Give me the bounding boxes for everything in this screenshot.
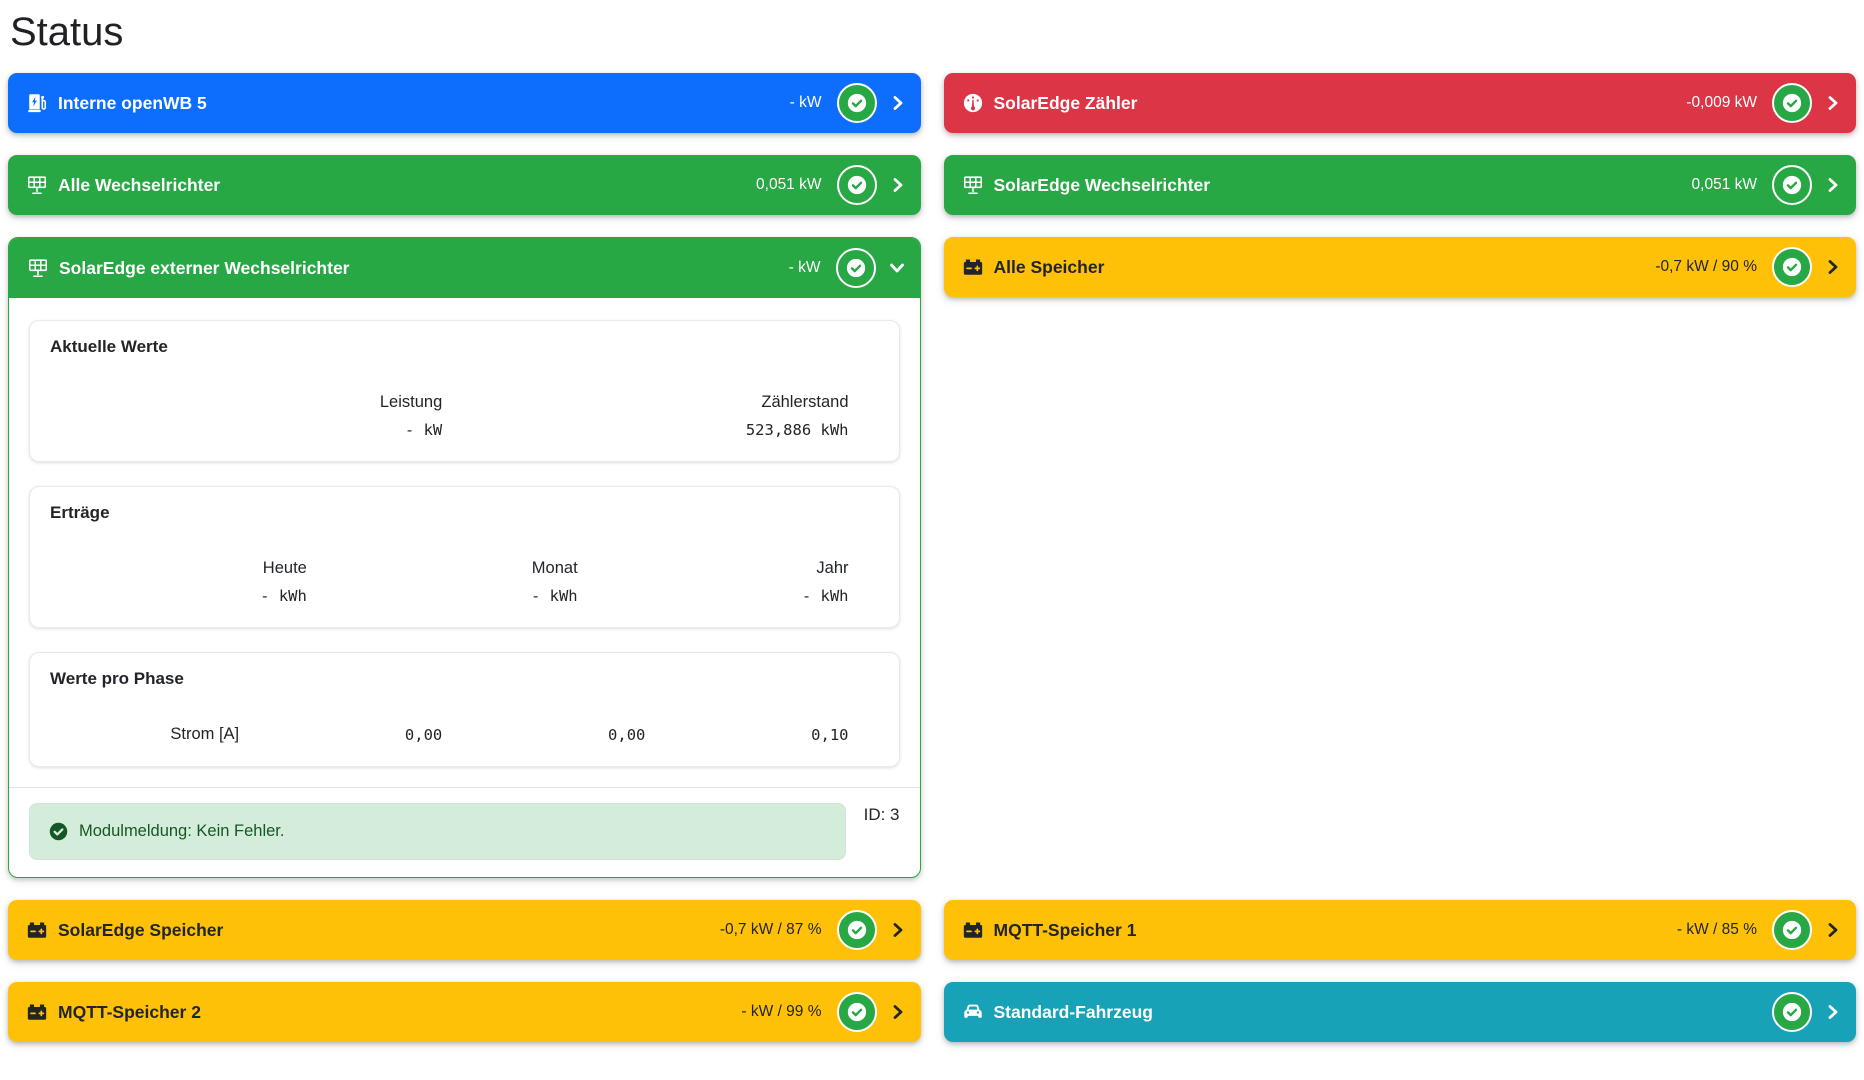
bar-title: Interne openWB 5 <box>58 92 207 113</box>
chevron-right-icon <box>1825 95 1841 111</box>
bar-title: Standard-Fahrzeug <box>993 1001 1153 1022</box>
strom-label: Strom [A] <box>170 725 240 743</box>
zaehlerstand-label: Zählerstand <box>761 393 849 411</box>
bar-title: Alle Speicher <box>993 256 1105 277</box>
section-aktuelle-werte: Aktuelle Werte Leistung Zählerstand - kW… <box>29 320 900 462</box>
status-ok-badge <box>1772 247 1812 287</box>
status-bar-solaredge-zaehler[interactable]: SolarEdge Zähler -0,009 kW <box>943 73 1856 133</box>
chevron-right-icon <box>890 177 906 193</box>
car-battery-icon <box>962 256 984 278</box>
solar-panel-icon <box>27 257 49 279</box>
status-ok-badge <box>1772 165 1812 205</box>
chevron-right-icon <box>890 922 906 938</box>
status-ok-badge <box>1772 910 1812 950</box>
leistung-label: Leistung <box>379 393 443 411</box>
car-battery-icon <box>962 919 984 941</box>
gauge-icon <box>962 92 984 114</box>
jahr-value: - kWh <box>801 587 849 605</box>
solar-panel-icon <box>26 174 48 196</box>
chevron-right-icon <box>1825 259 1841 275</box>
bar-title: MQTT-Speicher 1 <box>993 919 1137 940</box>
status-ok-badge <box>836 992 877 1032</box>
status-bar-solaredge-externer-wechselrichter[interactable]: SolarEdge externer Wechselrichter - kW <box>9 238 920 298</box>
status-ok-badge <box>1772 992 1812 1032</box>
bar-title: SolarEdge Zähler <box>993 92 1138 113</box>
section-heading: Werte pro Phase <box>50 669 184 688</box>
car-icon <box>962 1001 984 1023</box>
check-circle-icon <box>48 821 69 842</box>
section-heading: Erträge <box>50 503 110 522</box>
expanded-card-body: Aktuelle Werte Leistung Zählerstand - kW… <box>9 298 920 787</box>
solar-panel-icon <box>962 174 984 196</box>
status-bar-interne-openwb[interactable]: Interne openWB 5 - kW <box>8 73 921 133</box>
car-battery-icon <box>26 919 48 941</box>
status-bar-mqtt-speicher-2[interactable]: MQTT-Speicher 2 - kW / 99 % <box>8 982 921 1042</box>
monat-label: Monat <box>531 559 578 577</box>
module-message-alert: Modulmeldung: Kein Fehler. <box>29 803 846 860</box>
bar-value: - kW <box>789 94 822 111</box>
bar-title: MQTT-Speicher 2 <box>58 1001 201 1022</box>
status-bar-standard-fahrzeug[interactable]: Standard-Fahrzeug <box>943 982 1856 1042</box>
bar-value: -0,7 kW / 87 % <box>719 921 822 938</box>
chevron-right-icon <box>1825 922 1841 938</box>
bar-value: - kW / 99 % <box>741 1003 822 1020</box>
bar-title: SolarEdge externer Wechselrichter <box>59 257 350 278</box>
status-ok-badge <box>835 248 876 288</box>
section-ertraege: Erträge Heute Monat Jahr - kWh - kWh - k… <box>29 486 900 628</box>
heute-value: - kWh <box>260 587 307 605</box>
bar-value: 0,051 kW <box>1691 176 1757 193</box>
status-grid: Interne openWB 5 - kW SolarEdge Zähler -… <box>8 73 1856 1042</box>
zaehlerstand-value: 523,886 kWh <box>745 421 849 439</box>
page-title: Status <box>10 10 124 54</box>
chevron-right-icon <box>1825 1004 1841 1020</box>
status-bar-alle-wechselrichter[interactable]: Alle Wechselrichter 0,051 kW <box>8 155 921 215</box>
status-bar-mqtt-speicher-1[interactable]: MQTT-Speicher 1 - kW / 85 % <box>943 900 1856 960</box>
bar-title: SolarEdge Wechselrichter <box>993 174 1211 195</box>
section-heading: Aktuelle Werte <box>50 337 168 356</box>
phase1-value: 0,00 <box>404 725 443 744</box>
leistung-value: - kW <box>404 421 443 439</box>
charging-station-icon <box>26 92 48 114</box>
expanded-card-solaredge-externer-wechselrichter: SolarEdge externer Wechselrichter - kW A… <box>8 237 921 878</box>
component-id: ID: 3 <box>863 805 900 824</box>
bar-value: -0,009 kW <box>1686 94 1757 111</box>
section-werte-pro-phase: Werte pro Phase Strom [A] 0,00 0,00 0,10 <box>29 652 900 767</box>
chevron-right-icon <box>1825 177 1841 193</box>
status-ok-badge <box>836 165 877 205</box>
bar-value: 0,051 kW <box>756 176 822 193</box>
jahr-label: Jahr <box>816 559 849 577</box>
bar-title: SolarEdge Speicher <box>58 919 224 940</box>
chevron-right-icon <box>890 1004 906 1020</box>
expanded-card-footer: Modulmeldung: Kein Fehler. ID: 3 <box>9 787 920 877</box>
module-message-text: Modulmeldung: Kein Fehler. <box>79 822 285 840</box>
bar-title: Alle Wechselrichter <box>58 174 221 195</box>
monat-value: - kWh <box>530 587 578 605</box>
bar-value: - kW / 85 % <box>1676 921 1757 938</box>
status-bar-alle-speicher[interactable]: Alle Speicher -0,7 kW / 90 % <box>943 237 1856 297</box>
status-ok-badge <box>836 910 877 950</box>
chevron-right-icon <box>890 95 906 111</box>
status-bar-solaredge-wechselrichter[interactable]: SolarEdge Wechselrichter 0,051 kW <box>943 155 1856 215</box>
phase3-value: 0,10 <box>811 725 849 744</box>
bar-value: - kW <box>788 259 821 276</box>
status-bar-solaredge-speicher[interactable]: SolarEdge Speicher -0,7 kW / 87 % <box>8 900 921 960</box>
heute-label: Heute <box>262 559 307 577</box>
chevron-down-icon <box>889 260 905 276</box>
status-ok-badge <box>1772 83 1812 123</box>
car-battery-icon <box>26 1001 48 1023</box>
bar-value: -0,7 kW / 90 % <box>1655 258 1757 275</box>
status-ok-badge <box>836 83 877 123</box>
phase2-value: 0,00 <box>608 725 646 744</box>
